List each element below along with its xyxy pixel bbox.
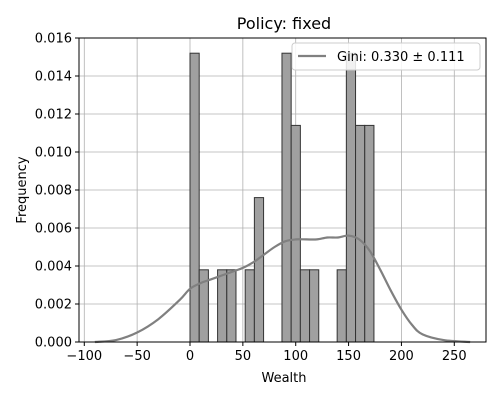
x-tick-label: −100	[66, 349, 102, 364]
histogram-bar	[309, 269, 320, 343]
x-tick-label: 100	[283, 349, 308, 364]
x-axis-label: Wealth	[261, 371, 306, 386]
histogram-bar	[226, 269, 237, 343]
kde-curve	[94, 234, 471, 344]
legend: Gini: 0.330 ± 0.111	[291, 42, 481, 71]
x-tick-label: 250	[442, 349, 467, 364]
x-axis-ticks: −100 −50 0 50 100 150 200 250	[66, 342, 467, 364]
histogram-bar	[345, 52, 357, 343]
y-axis-ticks: 0.000 0.002 0.004 0.006 0.008 0.010 0.012 0.014…	[35, 32, 79, 351]
x-tick-label: 200	[389, 349, 414, 364]
histogram-bar	[189, 52, 200, 343]
histogram-bar	[364, 124, 375, 343]
chart-title: Policy: fixed	[237, 14, 331, 33]
y-tick-label: 0.006	[35, 222, 72, 237]
y-tick-label: 0.014	[35, 70, 72, 85]
y-tick-label: 0.002	[35, 298, 72, 313]
x-tick-label: −50	[123, 349, 150, 364]
histogram-bar	[290, 124, 301, 343]
x-tick-label: 50	[235, 349, 252, 364]
x-tick-label: 150	[336, 349, 361, 364]
histogram-bar	[299, 269, 311, 343]
y-tick-label: 0.004	[35, 260, 72, 275]
histogram-bars	[189, 52, 375, 343]
x-tick-label: 0	[186, 349, 194, 364]
y-tick-label: 0.012	[35, 108, 72, 123]
histogram-bar	[355, 124, 366, 343]
y-tick-label: 0.016	[35, 32, 72, 47]
y-axis-label: Frequency	[15, 156, 30, 223]
legend-label: Gini: 0.330 ± 0.111	[337, 50, 465, 65]
y-tick-label: 0.008	[35, 184, 72, 199]
kde-curve-group	[94, 234, 471, 344]
legend-box	[291, 42, 481, 71]
histogram-bar	[244, 269, 255, 343]
y-tick-label: 0.000	[35, 336, 72, 351]
histogram-bar	[217, 269, 228, 343]
y-tick-label: 0.010	[35, 146, 72, 161]
histogram-bar	[253, 197, 265, 343]
histogram-bar	[281, 52, 292, 343]
histogram-bar	[336, 269, 347, 343]
